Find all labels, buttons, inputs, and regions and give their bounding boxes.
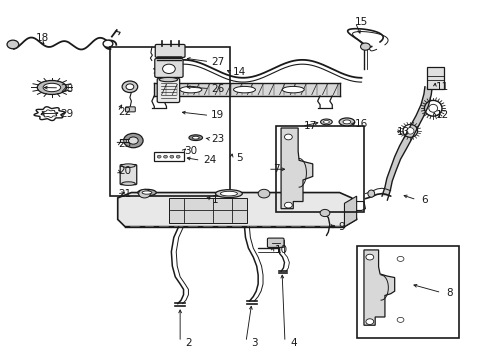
Circle shape <box>169 155 173 158</box>
Ellipse shape <box>180 86 202 93</box>
Ellipse shape <box>406 128 413 134</box>
Text: 20: 20 <box>118 166 131 176</box>
Circle shape <box>365 319 373 324</box>
Bar <box>120 139 130 142</box>
Text: 9: 9 <box>338 222 345 231</box>
Ellipse shape <box>37 81 66 94</box>
Bar <box>276 126 363 212</box>
Circle shape <box>258 189 269 198</box>
Circle shape <box>163 155 167 158</box>
Text: 22: 22 <box>118 107 131 117</box>
Text: 28: 28 <box>60 84 73 94</box>
Ellipse shape <box>122 164 135 167</box>
Circle shape <box>157 155 161 158</box>
FancyBboxPatch shape <box>125 107 135 112</box>
Ellipse shape <box>220 191 237 196</box>
Ellipse shape <box>342 120 350 124</box>
Text: 29: 29 <box>60 109 73 119</box>
Text: 2: 2 <box>185 338 191 348</box>
Text: 3: 3 <box>250 338 257 348</box>
Polygon shape <box>363 250 394 325</box>
Circle shape <box>176 155 180 158</box>
Text: 24: 24 <box>203 155 217 165</box>
Ellipse shape <box>338 118 354 126</box>
Polygon shape <box>344 196 356 226</box>
Ellipse shape <box>43 83 61 92</box>
Circle shape <box>396 318 403 322</box>
Circle shape <box>396 256 403 261</box>
Bar <box>154 152 183 161</box>
Circle shape <box>284 134 292 140</box>
Text: 7: 7 <box>272 164 279 174</box>
Text: 12: 12 <box>434 111 447 121</box>
Text: 21: 21 <box>118 189 131 199</box>
Ellipse shape <box>215 190 242 198</box>
Bar <box>356 246 458 338</box>
Text: 23: 23 <box>211 134 224 144</box>
Ellipse shape <box>138 189 156 196</box>
Polygon shape <box>281 128 312 209</box>
Text: 16: 16 <box>354 120 367 129</box>
Ellipse shape <box>367 190 374 197</box>
Text: 1: 1 <box>211 195 218 205</box>
Text: 11: 11 <box>434 82 447 92</box>
Text: 10: 10 <box>274 245 287 255</box>
FancyBboxPatch shape <box>155 58 183 77</box>
FancyBboxPatch shape <box>120 165 137 185</box>
FancyBboxPatch shape <box>157 78 179 103</box>
Text: 19: 19 <box>211 111 224 121</box>
Ellipse shape <box>428 104 437 112</box>
Text: 15: 15 <box>354 17 367 27</box>
Text: 26: 26 <box>211 84 224 94</box>
Circle shape <box>162 64 175 73</box>
Text: 13: 13 <box>396 127 409 136</box>
Ellipse shape <box>122 182 135 185</box>
Circle shape <box>126 84 134 90</box>
Text: 17: 17 <box>303 121 316 131</box>
Circle shape <box>103 40 113 47</box>
Circle shape <box>365 254 373 260</box>
Text: 27: 27 <box>211 57 224 67</box>
Text: 4: 4 <box>289 338 296 348</box>
Ellipse shape <box>282 86 304 93</box>
Circle shape <box>360 43 369 50</box>
Circle shape <box>284 202 292 208</box>
Circle shape <box>320 210 329 217</box>
Text: 25: 25 <box>118 139 131 149</box>
Text: 8: 8 <box>445 288 452 298</box>
Text: 6: 6 <box>421 195 427 205</box>
Ellipse shape <box>188 135 202 140</box>
Ellipse shape <box>192 136 199 139</box>
FancyBboxPatch shape <box>155 44 184 57</box>
Polygon shape <box>118 193 356 226</box>
Circle shape <box>128 137 138 144</box>
Text: 14: 14 <box>232 67 246 77</box>
Circle shape <box>122 81 138 93</box>
Ellipse shape <box>233 86 255 93</box>
Circle shape <box>123 134 143 148</box>
Text: 30: 30 <box>184 146 197 156</box>
Circle shape <box>7 40 19 49</box>
Text: 5: 5 <box>236 153 243 163</box>
Bar <box>110 47 229 196</box>
Ellipse shape <box>142 191 152 194</box>
Text: 18: 18 <box>36 33 49 43</box>
FancyBboxPatch shape <box>267 238 284 247</box>
Bar <box>427 67 444 89</box>
Ellipse shape <box>159 77 177 82</box>
Polygon shape <box>168 198 246 223</box>
Ellipse shape <box>320 119 331 125</box>
Ellipse shape <box>323 121 329 123</box>
Circle shape <box>139 189 150 198</box>
